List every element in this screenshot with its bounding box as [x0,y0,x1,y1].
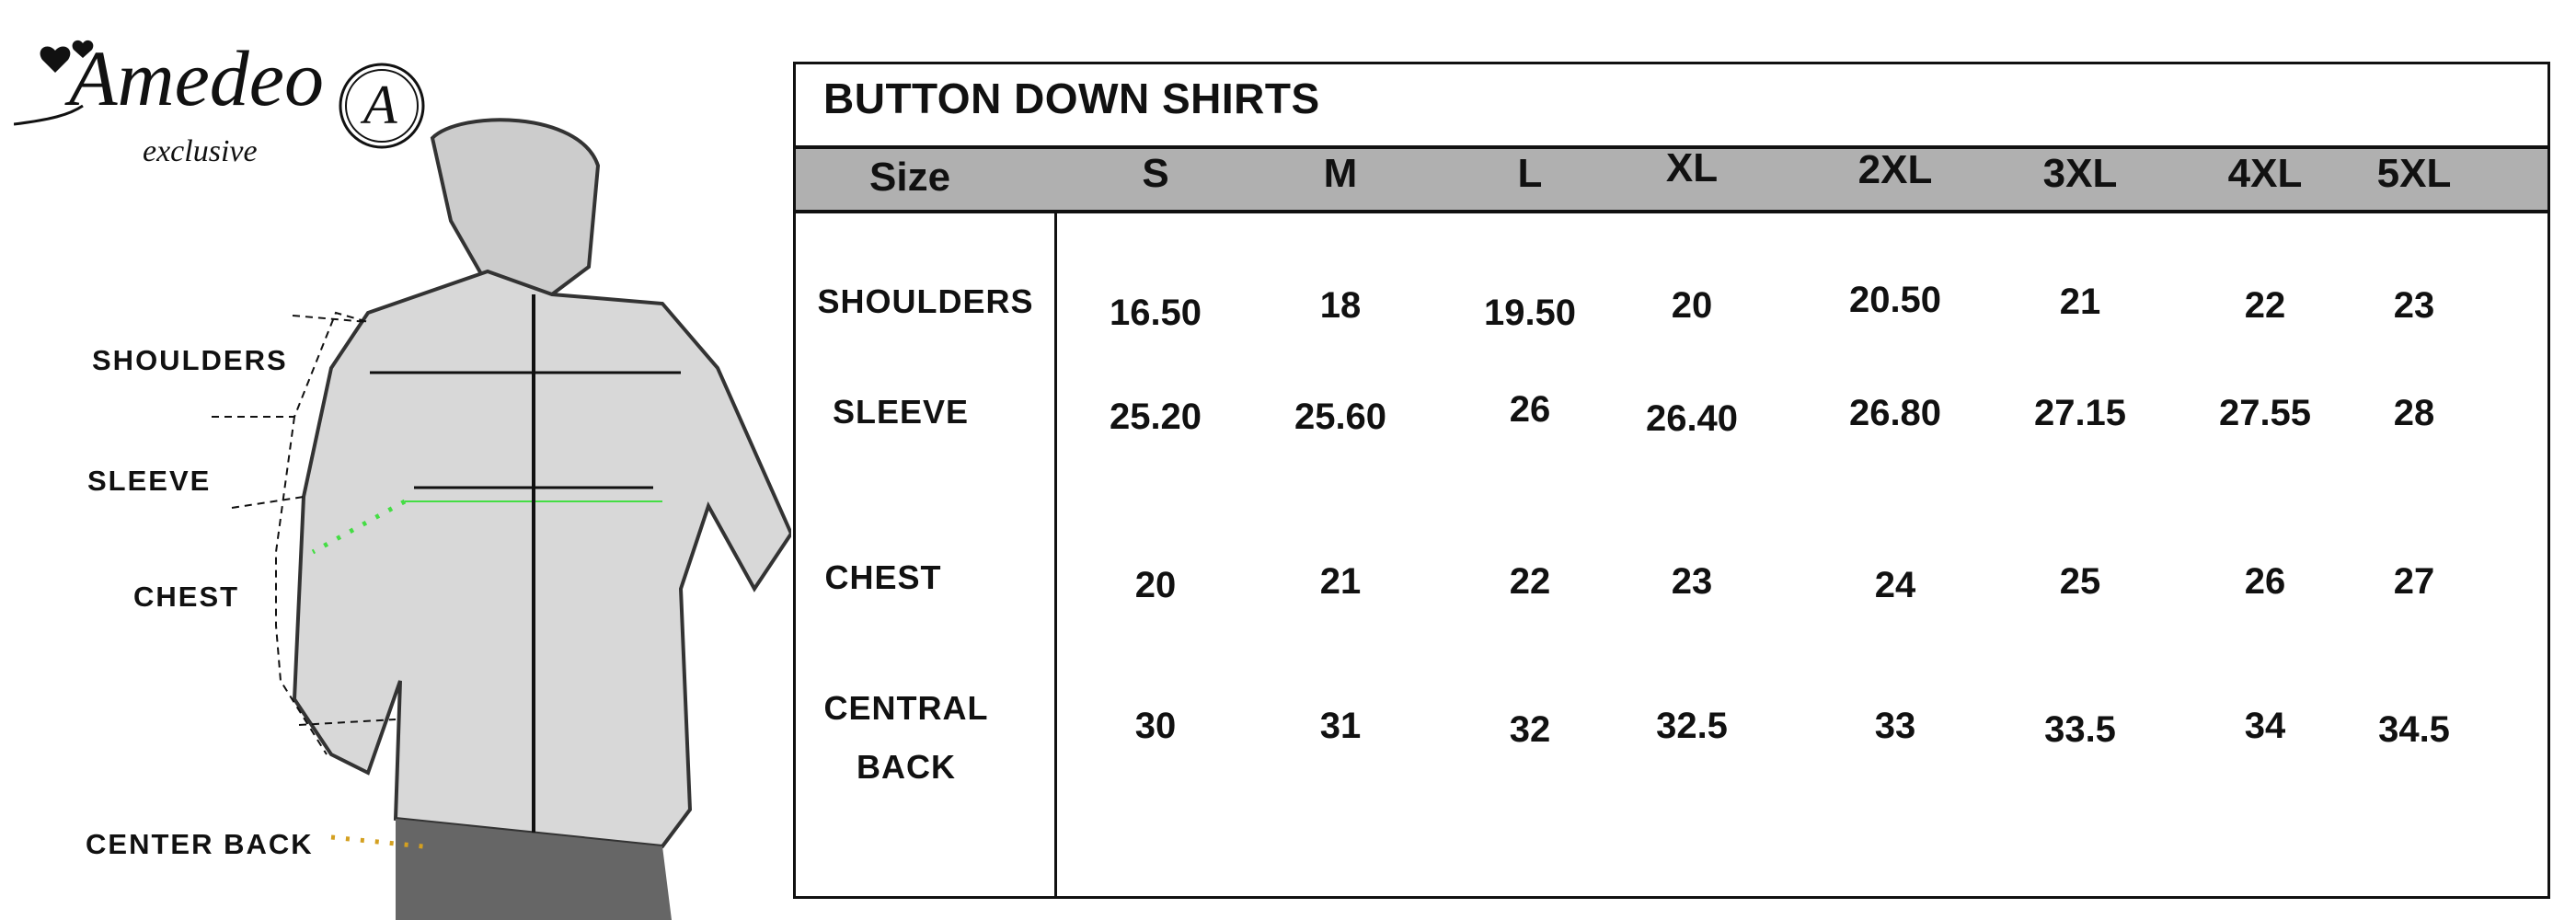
table-cell: 21 [2059,282,2101,322]
table-cell: 25.20 [1109,397,1202,437]
table-cell: 32 [1509,709,1551,750]
table-cell: 32.5 [1656,706,1728,746]
table-cell: 27 [2393,561,2435,602]
table-cell: 33.5 [2044,709,2116,750]
table-cell: 28 [2393,393,2435,433]
table-cell: 20 [1134,565,1177,605]
size-header-2xl: 2XL [1857,147,1933,192]
size-header-m: M [1323,151,1358,196]
table-cell: 21 [1319,561,1362,602]
table-cell: 26 [2244,561,2286,602]
brand-logo: Amedeo exclusive A [14,32,437,179]
model-illustration [292,118,791,920]
hearts-icon [14,40,425,149]
size-header-label: Size [869,155,951,200]
size-header-row: Size S M L XL 2XL 3XL 4XL 5XL [796,145,2547,213]
brand-tagline: exclusive [143,134,258,168]
size-header-l: L [1517,151,1543,196]
table-cell: 25 [2059,561,2101,602]
table-cell: 22 [1509,561,1551,602]
measurement-leader-lines [212,311,397,755]
row-label-back: BACK [857,748,956,786]
table-cell: 22 [2244,285,2286,326]
table-cell: 26.80 [1848,393,1942,433]
table-cell: 27.55 [2218,393,2312,433]
table-cell: 23 [2393,285,2435,326]
brand-monogram: A [363,75,397,135]
row-label-shoulders: SHOULDERS [817,282,1034,320]
table-cell: 34 [2244,706,2286,746]
size-header-5xl: 5XL [2376,151,2452,196]
table-cell: 20.50 [1848,280,1942,320]
table-cell: 33 [1874,706,1916,746]
diagram-label-center-back: CENTER BACK [86,828,314,860]
table-cell: 27.15 [2033,393,2127,433]
table-cell: 19.50 [1483,293,1577,333]
table-cell: 26.40 [1645,398,1739,439]
table-cell: 18 [1319,285,1362,326]
diagram-label-sleeve: SLEEVE [87,465,212,497]
size-header-s: S [1142,151,1169,196]
size-header-4xl: 4XL [2227,151,2303,196]
table-cell: 24 [1874,565,1916,605]
row-label-central: CENTRAL [823,689,989,727]
table-cell: 20 [1671,285,1713,326]
diagram-label-shoulders: SHOULDERS [92,344,288,376]
table-cell: 34.5 [2378,709,2450,750]
table-title: BUTTON DOWN SHIRTS [823,75,1320,122]
size-header-xl: XL [1665,145,1719,190]
table-cell: 26 [1509,389,1551,430]
row-label-chest: CHEST [824,558,942,596]
diagram-label-chest: CHEST [133,581,240,613]
table-cell: 16.50 [1109,293,1202,333]
table-cell: 23 [1671,561,1713,602]
table-cell: 25.60 [1294,397,1387,437]
size-header-3xl: 3XL [2042,151,2118,196]
size-chart-table: BUTTON DOWN SHIRTS Size S M L XL 2XL 3XL… [793,62,2550,899]
label-column-divider [1054,212,1057,896]
row-label-sleeve: SLEEVE [832,393,970,431]
table-cell: 31 [1319,706,1362,746]
table-cell: 30 [1134,706,1177,746]
brand-name: Amedeo [69,34,324,122]
